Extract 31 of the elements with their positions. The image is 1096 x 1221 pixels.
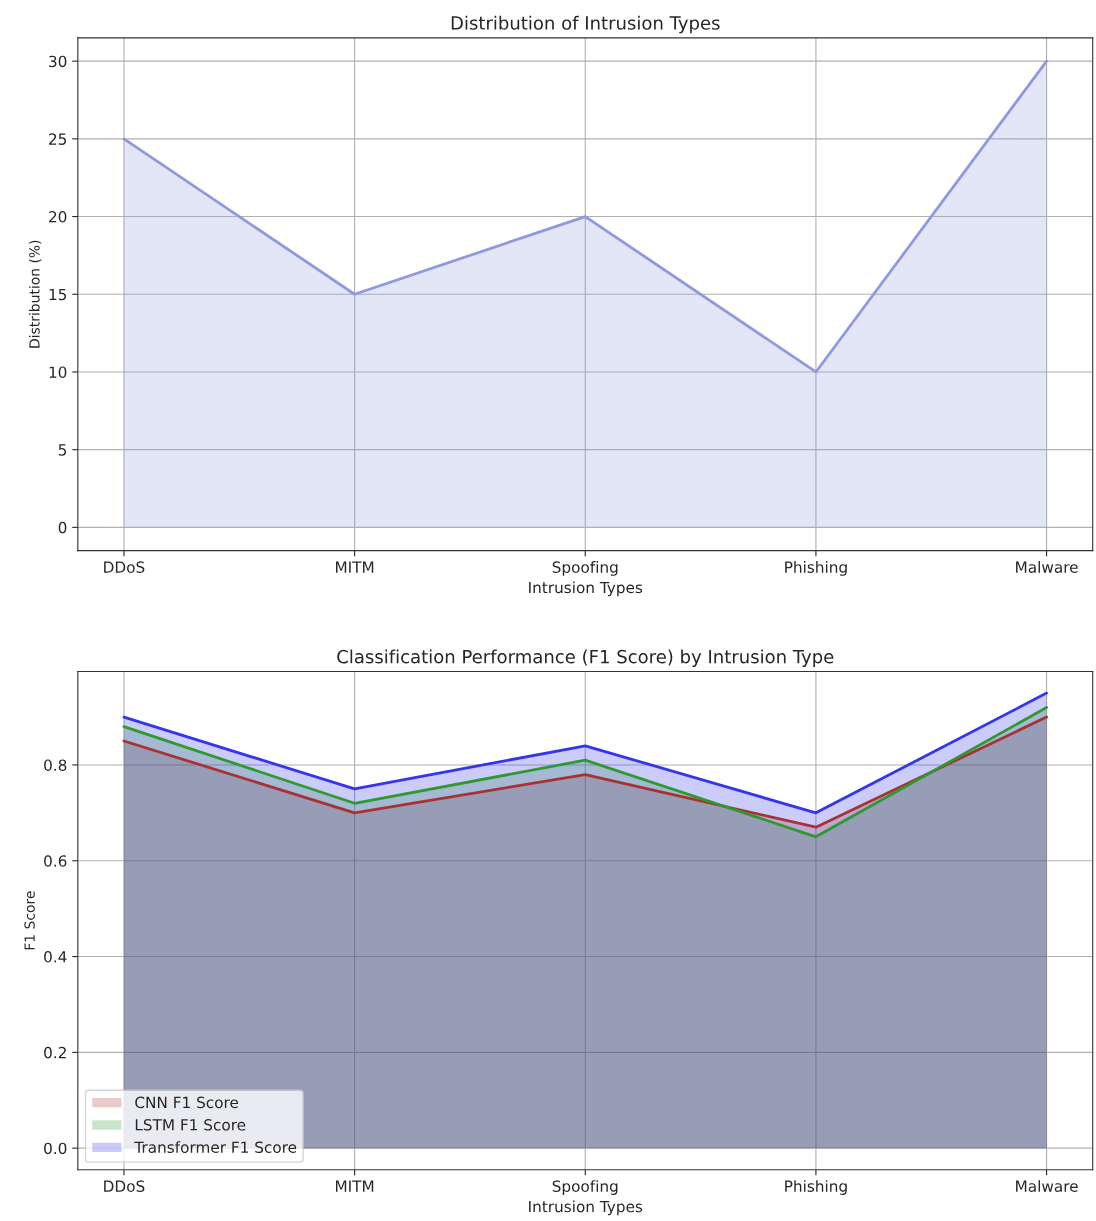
x-tick-label: MITM <box>336 561 374 573</box>
x-axis-title: Intrusion Types <box>529 1200 643 1216</box>
y-tick-label: 0.6 <box>44 855 67 867</box>
x-axis-title: Intrusion Types <box>529 581 643 597</box>
y-tick-label: 0.8 <box>44 759 67 771</box>
x-tick-label: Spoofing <box>552 1180 618 1195</box>
x-tick-label: Malware <box>1016 1180 1078 1192</box>
y-tick-label: 20 <box>49 211 67 223</box>
y-tick-label: 0.0 <box>44 1142 67 1155</box>
legend-label: LSTM F1 Score <box>135 1119 246 1131</box>
y-tick-label: 25 <box>49 133 67 145</box>
x-tick-label: Spoofing <box>552 561 618 576</box>
y-axis-title: Distribution (%) <box>28 240 42 348</box>
x-tick-label: Phishing <box>785 1180 847 1195</box>
x-tick-label: Phishing <box>785 561 847 576</box>
x-tick-label: DDoS <box>104 561 145 573</box>
y-tick-label: 10 <box>49 366 67 378</box>
y-tick-label: 0 <box>58 521 67 534</box>
legend-label: Transformer F1 Score <box>134 1141 297 1154</box>
y-axis-title: F1 Score <box>24 891 35 950</box>
y-tick-label: 0.2 <box>44 1046 66 1059</box>
y-tick-label: 0.4 <box>44 951 67 963</box>
chart-title: Classification Performance (F1 Score) by Intrusion Type <box>337 649 834 667</box>
x-tick-label: DDoS <box>104 1180 145 1192</box>
x-tick-label: Malware <box>1016 561 1078 573</box>
y-tick-label: 15 <box>49 288 67 301</box>
legend-label: CNN F1 Score <box>135 1096 239 1109</box>
x-tick-label: MITM <box>336 1180 374 1192</box>
y-tick-label: 5 <box>58 444 67 456</box>
chart-title: Distribution of Intrusion Types <box>451 15 720 34</box>
y-tick-label: 30 <box>49 55 67 68</box>
